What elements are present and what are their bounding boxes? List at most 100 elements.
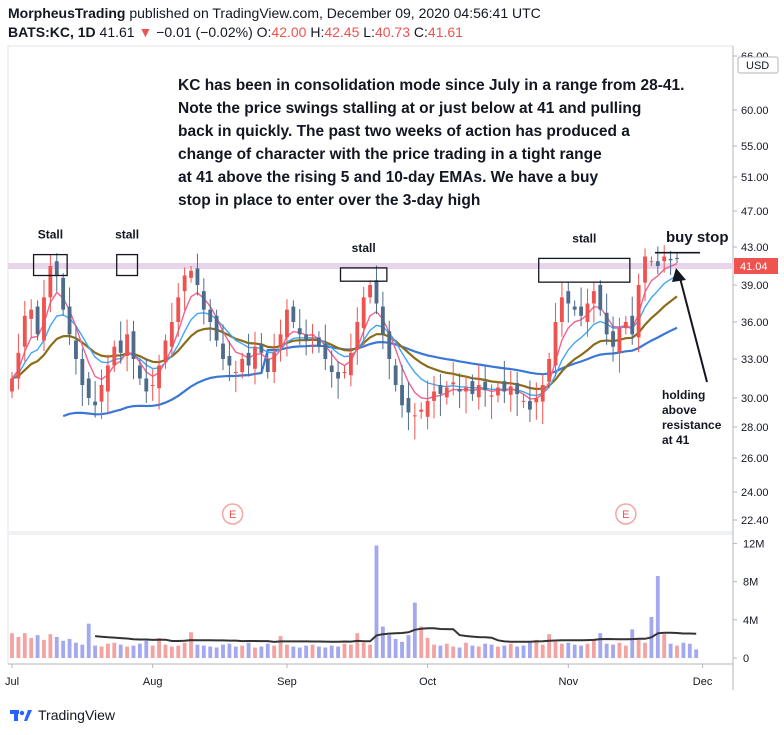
currency-label[interactable]: USD: [746, 60, 769, 72]
candle-body: [630, 315, 635, 335]
volume-bar: [310, 644, 315, 658]
volume-bar: [444, 643, 449, 658]
candle-body: [163, 340, 168, 363]
candle-body: [278, 334, 283, 347]
volume-bar: [285, 644, 289, 658]
volume-ma-line: [95, 627, 697, 643]
symbol-label[interactable]: BATS:KC, 1D: [8, 24, 96, 40]
candle-body: [86, 378, 91, 398]
volume-bar: [547, 634, 552, 658]
arrow-head-icon: [672, 268, 686, 282]
buy-stop-label: buy stop: [666, 229, 729, 246]
volume-bar: [668, 643, 673, 658]
low-value: 40.73: [374, 24, 411, 40]
candle-body: [470, 381, 475, 395]
volume-bar: [35, 635, 40, 658]
candle-body: [457, 388, 462, 392]
candle-body: [572, 306, 577, 310]
candle-body: [425, 400, 430, 417]
volume-bar: [515, 646, 520, 658]
volume-bar: [432, 644, 436, 658]
volume-bar: [393, 638, 398, 658]
holding-label: resistance: [662, 418, 722, 432]
candle-body: [169, 322, 174, 347]
volume-bar: [476, 646, 481, 658]
earnings-marker[interactable]: [615, 503, 637, 525]
currency-button[interactable]: [737, 56, 779, 74]
volume-bar: [368, 644, 372, 658]
price-tick-label: 30.00: [741, 393, 769, 405]
volume-bar: [566, 642, 571, 658]
volume-bar: [48, 634, 53, 658]
volume-bar: [297, 647, 302, 658]
candle-body: [508, 386, 513, 395]
candle-body: [54, 261, 59, 276]
candle-body: [144, 378, 149, 392]
candle-body: [623, 322, 628, 329]
earnings-marker[interactable]: [221, 503, 244, 525]
candle-body: [10, 378, 14, 392]
candle-body: [42, 297, 46, 341]
volume-bar: [604, 643, 609, 658]
volume-bar: [438, 645, 443, 658]
volume-bar: [348, 644, 353, 658]
analysis-note: KC has been in consolidation mode since …: [178, 74, 718, 212]
volume-bar: [687, 643, 692, 658]
earnings-marker-label[interactable]: E: [622, 509, 629, 521]
candle-body: [208, 309, 213, 322]
price-tick-label: 36.00: [741, 317, 769, 329]
time-tick-label: Dec: [693, 676, 713, 688]
candle-body: [400, 385, 404, 406]
volume-bar: [131, 645, 136, 658]
candle-body: [253, 346, 257, 369]
volume-bar: [675, 645, 679, 658]
volume-bar: [457, 647, 462, 658]
footer-brand[interactable]: TradingView: [10, 707, 115, 723]
volume-bar: [80, 644, 85, 658]
note-line: Note the price swings stalling at or jus…: [178, 100, 642, 117]
volume-bar: [425, 637, 430, 658]
volume-bar: [534, 639, 539, 658]
time-tick-label: Nov: [559, 676, 579, 688]
stall-box: [116, 253, 139, 277]
candle-body: [150, 385, 155, 386]
volume-bar: [54, 637, 59, 658]
price-tick-label: 33.00: [741, 354, 769, 366]
candle-body: [464, 387, 468, 392]
candle-body: [643, 256, 647, 283]
time-tick-label: Oct: [419, 676, 436, 688]
candle-body: [35, 306, 40, 335]
volume-bar: [681, 642, 686, 658]
price-tick-label: 26.00: [741, 453, 769, 465]
earnings-marker-label[interactable]: E: [229, 509, 236, 521]
candle-body: [74, 340, 78, 359]
note-line: stop in place to enter over the 3-day hi…: [178, 192, 481, 209]
volume-bar: [540, 644, 545, 658]
volume-bar: [201, 645, 206, 658]
volume-bar: [10, 633, 14, 658]
candle-body: [80, 359, 85, 385]
publisher-name[interactable]: MorpheusTrading: [8, 5, 126, 21]
stall-label: stall: [352, 241, 376, 255]
volume-bar: [233, 646, 238, 658]
last-price-label: 41.04: [740, 261, 768, 273]
candle-body: [195, 268, 200, 285]
volume-bar: [380, 626, 385, 658]
low-label: L:: [363, 24, 375, 40]
candle-body: [342, 372, 347, 373]
volume-bar: [208, 646, 213, 658]
price-tick-label: 43.00: [741, 242, 769, 254]
candle-body: [540, 385, 545, 402]
candle-body: [591, 291, 596, 304]
candle-body: [310, 334, 315, 336]
volume-bar: [16, 637, 21, 658]
candle-body: [105, 365, 110, 392]
price-tick-label: 28.00: [741, 422, 769, 434]
volume-bar: [182, 642, 187, 658]
candle-body: [29, 309, 34, 319]
ema5-line: [11, 263, 678, 400]
volume-bar: [585, 643, 590, 658]
volume-bar: [355, 633, 360, 658]
candle-body: [16, 352, 21, 379]
